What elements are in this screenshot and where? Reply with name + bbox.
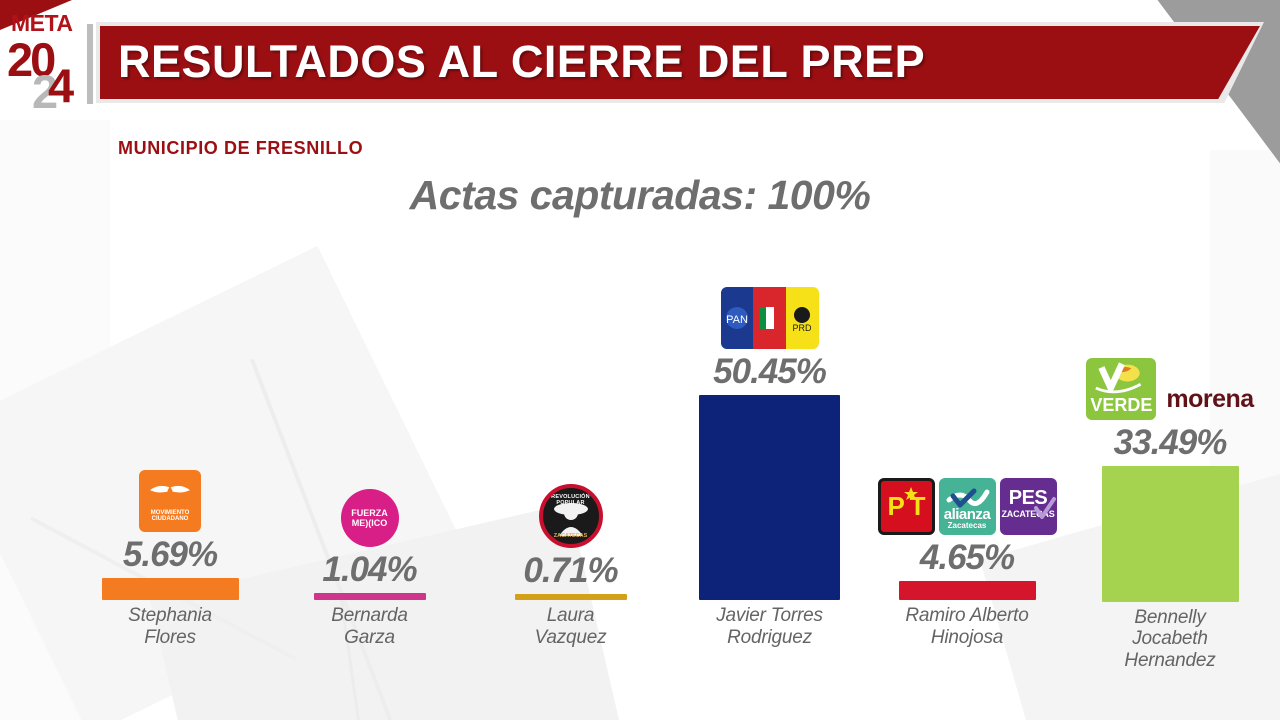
candidate-column-bennelly-jocabeth-hernandez: VERDE morena 33.49% Bennelly Jocabeth He…: [1070, 358, 1270, 671]
fuerza-mexico-icon: FUERZA ME)(ICO: [340, 489, 399, 548]
pes-zacatecas-icon: PES ZACATECAS: [999, 478, 1057, 536]
header: RESULTADOS AL CIERRE DEL PREP META 20 2 …: [0, 0, 1280, 120]
bar-javier-torres-rodriguez: [699, 395, 840, 601]
bar-bennelly-jocabeth-hernandez: [1101, 466, 1239, 603]
alianza-zacatecas-icon: alianza Zacatecas: [938, 478, 996, 536]
rsp-label-bottom: ZACATECAS: [553, 533, 588, 540]
pes-sublabel: ZACATECAS: [1001, 509, 1055, 520]
verde-label: VERDE: [1090, 395, 1153, 416]
candidate-column-bernarda-garza: FUERZA ME)(ICO 1.04% Bernarda Garza: [282, 489, 457, 648]
name-line-2: Hinojosa: [930, 626, 1004, 648]
percentage-ramiro-alberto-hinojosa: 4.65%: [919, 538, 1015, 578]
name-line-3: Hernandez: [1124, 649, 1216, 671]
name-line-1: Laura: [546, 605, 595, 627]
bar-laura-vazquez: [514, 594, 627, 601]
morena-label: morena: [1166, 385, 1254, 414]
pt-label: P T: [887, 491, 926, 522]
percentage-javier-torres-rodriguez: 50.45%: [713, 352, 827, 392]
svg-text:PAN: PAN: [726, 314, 748, 326]
logo-year-4-red: 4: [48, 59, 74, 112]
percentage-bernarda-garza: 1.04%: [322, 550, 417, 590]
fm-label-line2: ME)(ICO: [351, 518, 388, 529]
party-logos-ramiro: P T alianza Zacatecas PES ZACATECAS: [868, 478, 1066, 536]
rsp-label-top: REVOLUCIÓN POPULAR: [551, 494, 590, 507]
alianza-label: alianza: [943, 506, 991, 524]
candidate-column-stephania-flores: MOVIMIENTO CIUDADANO 5.69% Stephania Flo…: [80, 470, 260, 648]
fm-label-line1: FUERZA: [351, 508, 388, 519]
alianza-sublabel: Zacatecas: [947, 521, 987, 531]
name-line-2: Jocabeth: [1132, 628, 1208, 650]
party-logos-bennelly: VERDE morena: [1070, 358, 1270, 421]
bar-bernarda-garza: [313, 593, 426, 601]
candidate-column-javier-torres-rodriguez: PAN PRD: [672, 287, 867, 648]
header-corner-accent: [0, 0, 72, 30]
name-line-2: Vazquez: [534, 626, 607, 648]
percentage-laura-vazquez: 0.71%: [523, 551, 618, 591]
party-logos-laura: REVOLUCIÓN POPULAR ZACATECAS: [483, 484, 658, 549]
bar-ramiro-alberto-hinojosa: [898, 581, 1036, 601]
candidate-column-ramiro-alberto-hinojosa: P T alianza Zacatecas PES ZACATECAS: [868, 478, 1066, 648]
name-line-2: Garza: [344, 626, 395, 648]
mc-label-line1: MOVIMIENTO: [150, 509, 190, 516]
candidate-column-laura-vazquez: REVOLUCIÓN POPULAR ZACATECAS 0.71% Laura…: [483, 484, 658, 648]
logo-year-20: 20: [7, 33, 56, 86]
page-title: RESULTADOS AL CIERRE DEL PREP: [118, 36, 926, 87]
pan-icon: PAN: [720, 287, 754, 350]
svg-text:PRD: PRD: [793, 323, 813, 333]
pes-label: PES: [1008, 487, 1048, 510]
percentage-bennelly-jocabeth-hernandez: 33.49%: [1113, 423, 1228, 463]
logo-year-2-gray: 2: [32, 65, 58, 118]
name-line-2: Flores: [144, 626, 196, 648]
mc-label-line2: CIUDADANO: [151, 516, 189, 523]
meta-2024-logo: META 20 2 4: [6, 6, 86, 118]
prd-icon: PRD: [785, 287, 819, 350]
name-line-1: Stephania: [128, 605, 212, 627]
candidate-name-laura-vazquez: Laura Vazquez: [483, 605, 658, 648]
municipality-label: MUNICIPIO DE FRESNILLO: [118, 138, 364, 158]
party-logos-bernarda: FUERZA ME)(ICO: [282, 489, 457, 548]
candidate-name-bennelly-jocabeth-hernandez: Bennelly Jocabeth Hernandez: [1070, 607, 1270, 671]
name-line-1: Javier Torres: [716, 605, 823, 627]
pt-icon: P T: [877, 478, 935, 536]
revolucion-popular-icon: REVOLUCIÓN POPULAR ZACATECAS: [538, 484, 603, 549]
candidate-name-bernarda-garza: Bernarda Garza: [282, 605, 457, 648]
candidate-name-stephania-flores: Stephania Flores: [80, 605, 260, 648]
name-line-1: Ramiro Alberto: [905, 605, 1029, 627]
movimiento-ciudadano-icon: MOVIMIENTO CIUDADANO: [139, 470, 201, 533]
name-line-1: Bennelly: [1134, 607, 1206, 629]
percentage-stephania-flores: 5.69%: [122, 535, 218, 575]
actas-captured-label: Actas capturadas: 100%: [409, 172, 871, 218]
header-divider: [87, 24, 93, 104]
bar-stephania-flores: [101, 578, 239, 601]
candidate-name-ramiro-alberto-hinojosa: Ramiro Alberto Hinojosa: [868, 605, 1066, 648]
party-logos-javier: PAN PRD: [672, 287, 867, 350]
party-logos-stephania: MOVIMIENTO CIUDADANO: [80, 470, 260, 533]
candidate-name-javier-torres-rodriguez: Javier Torres Rodriguez: [672, 605, 867, 648]
logo-meta-text: META: [11, 10, 73, 36]
name-line-2: Rodriguez: [727, 626, 812, 648]
header-band: [100, 26, 1260, 99]
pan-pri-prd-coalition-icon: PAN PRD: [720, 287, 819, 350]
pvem-verde-icon: VERDE: [1086, 358, 1157, 421]
name-line-1: Bernarda: [331, 605, 408, 627]
pri-icon: [753, 287, 786, 350]
